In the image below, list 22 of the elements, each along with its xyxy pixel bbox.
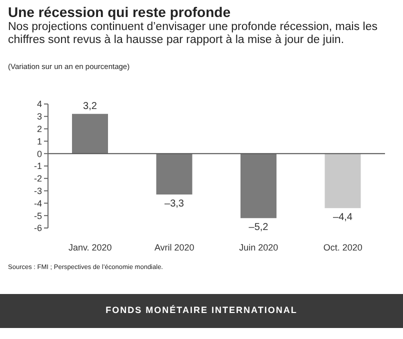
data-label: 3,2 xyxy=(83,100,98,112)
x-tick-label: Oct. 2020 xyxy=(323,242,362,252)
y-tick-label: 2 xyxy=(36,124,42,134)
chart-subtitle: Nos projections continuent d’envisager une profonde récession, mais les chiffres sont revus à la hausse par rapport à la mise à jour de juin. xyxy=(8,21,378,47)
y-tick-label: 3 xyxy=(36,112,42,122)
y-tick-label: -1 xyxy=(34,161,42,172)
y-tick-label: -6 xyxy=(34,223,42,234)
x-tick-label: Avril 2020 xyxy=(154,242,194,252)
y-tick-label: -3 xyxy=(34,186,42,196)
y-tick-label: 0 xyxy=(36,148,42,159)
y-tick-label: 1 xyxy=(36,136,42,146)
x-tick-label: Janv. 2020 xyxy=(68,242,112,252)
y-tick-label: -2 xyxy=(34,174,42,184)
y-tick-label: -5 xyxy=(34,210,42,221)
data-label: –3,3 xyxy=(164,198,184,210)
text: FONDS MONÉTAIRE INTERNATIONAL xyxy=(104,305,298,315)
y-tick-label: -4 xyxy=(34,198,42,208)
y-tick-label: 4 xyxy=(36,99,42,110)
data-label: –4,4 xyxy=(333,212,353,224)
data-label: –5,2 xyxy=(248,222,269,234)
x-tick-label: Juin 2020 xyxy=(239,242,278,252)
chart-title: Une récession qui reste profonde xyxy=(8,4,230,20)
